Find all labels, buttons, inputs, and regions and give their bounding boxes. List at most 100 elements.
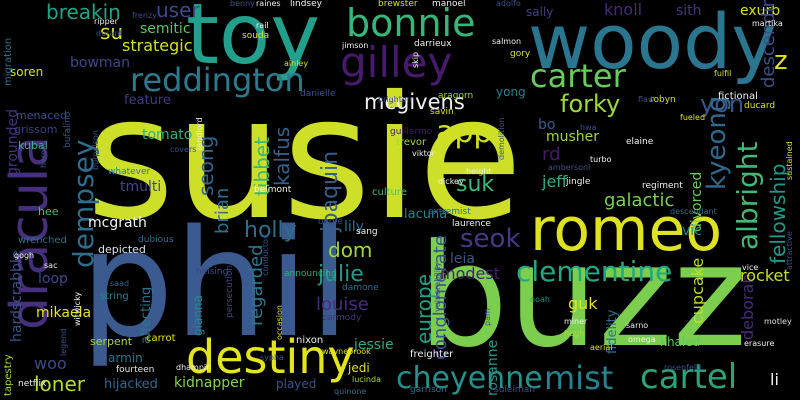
cloud-word: danielle bbox=[300, 89, 336, 99]
cloud-word: heroin bbox=[39, 142, 48, 168]
cloud-word: app bbox=[436, 115, 493, 150]
cloud-word: grissom bbox=[14, 123, 58, 136]
cloud-word: freighter bbox=[410, 349, 454, 360]
cloud-word: waynebrook bbox=[322, 347, 371, 356]
cloud-word: galactic bbox=[604, 190, 675, 211]
cloud-word: kyeong bbox=[702, 95, 732, 190]
cloud-word: gianna bbox=[191, 295, 205, 336]
cloud-word: fulfil bbox=[714, 69, 732, 78]
cloud-word: extremist bbox=[428, 207, 471, 217]
cloud-word: hardscrabble bbox=[9, 250, 25, 342]
cloud-word: sang bbox=[356, 227, 378, 237]
cloud-word: strategic bbox=[122, 36, 193, 55]
cloud-word: covers bbox=[170, 145, 197, 154]
cloud-word: reddington bbox=[130, 61, 305, 99]
cloud-word: miner bbox=[564, 317, 588, 326]
cloud-word: tmulti bbox=[120, 179, 162, 195]
cloud-word: gogh bbox=[14, 251, 35, 260]
cloud-word: ducard bbox=[744, 101, 776, 111]
cloud-word: forky bbox=[560, 90, 621, 118]
cloud-word: bo bbox=[538, 117, 556, 133]
cloud-word: demolition bbox=[497, 117, 506, 160]
cloud-word: elaine bbox=[626, 137, 654, 147]
cloud-word: mcgivens bbox=[364, 90, 465, 114]
cloud-word: bufalino bbox=[63, 111, 73, 148]
cloud-word: bowman bbox=[70, 55, 130, 71]
cloud-word: height bbox=[466, 167, 492, 176]
cloud-word: toy bbox=[186, 0, 321, 83]
cloud-word: guk bbox=[568, 294, 598, 313]
cloud-word: carmody bbox=[322, 313, 362, 323]
cloud-word: leia bbox=[450, 251, 475, 267]
cloud-word: landlord bbox=[195, 117, 204, 150]
cloud-word: hugh bbox=[564, 329, 585, 338]
cloud-word: benny bbox=[230, 0, 255, 8]
cloud-word: semitic bbox=[140, 21, 191, 37]
cloud-word: mist bbox=[544, 359, 614, 397]
cloud-word: lucinda bbox=[352, 375, 381, 384]
cloud-word: exurb bbox=[740, 3, 781, 19]
cloud-word: vic bbox=[682, 223, 702, 239]
cloud-word: ripper bbox=[94, 17, 118, 26]
cloud-word: tomato bbox=[142, 127, 193, 143]
cloud-word: aerial bbox=[590, 343, 613, 352]
cloud-word: savin bbox=[430, 107, 454, 117]
cloud-word: menaced bbox=[16, 109, 67, 122]
cloud-word: sac bbox=[44, 261, 58, 270]
cloud-word: turbo bbox=[590, 155, 612, 164]
cloud-word: brewster bbox=[378, 0, 418, 9]
cloud-word: brighton bbox=[378, 95, 412, 104]
cloud-word: phil bbox=[80, 198, 350, 370]
cloud-word: albright bbox=[731, 141, 764, 251]
cloud-word: modest bbox=[440, 264, 500, 283]
cloud-word: motley bbox=[764, 317, 792, 326]
cloud-word: hee bbox=[38, 205, 59, 218]
cloud-word: suleiman bbox=[494, 385, 535, 395]
cloud-word: feature bbox=[124, 93, 171, 108]
cloud-word: gilley bbox=[340, 38, 453, 87]
cloud-word: fictional bbox=[718, 91, 758, 102]
cloud-word: witwicky bbox=[73, 291, 82, 326]
cloud-word: migration bbox=[3, 37, 14, 86]
cloud-word: dhampir bbox=[176, 363, 210, 372]
cloud-word: darrieux bbox=[414, 39, 452, 49]
cloud-word: lindsey bbox=[290, 0, 322, 9]
cloud-word: adolfo bbox=[496, 0, 521, 8]
cloud-word: jimson bbox=[342, 41, 369, 50]
cloud-word: persecution bbox=[225, 264, 235, 318]
cloud-word: vice bbox=[742, 263, 759, 272]
cloud-word: holly bbox=[244, 218, 297, 243]
cloud-word: fueled bbox=[680, 113, 706, 122]
cloud-word: kalfus bbox=[270, 126, 294, 186]
cloud-word: salmon bbox=[492, 37, 522, 46]
cloud-word: yon bbox=[700, 90, 745, 118]
cloud-word: ainley bbox=[284, 59, 309, 68]
cloud-word: descendant bbox=[670, 207, 717, 216]
cloud-word: rail bbox=[256, 21, 269, 30]
cloud-word: sally bbox=[526, 5, 554, 19]
cloud-word: sustained bbox=[785, 141, 794, 180]
cloud-word: viktor bbox=[412, 149, 435, 158]
cloud-word: carter bbox=[530, 57, 626, 95]
cloud-word: gory bbox=[510, 49, 531, 59]
cloud-word: romeo bbox=[530, 195, 723, 265]
cloud-word: cartel bbox=[640, 357, 738, 397]
cloud-word: string bbox=[100, 291, 129, 302]
cloud-word: seok bbox=[460, 224, 521, 254]
cloud-word: legend bbox=[59, 328, 68, 356]
cloud-word: saad bbox=[110, 279, 130, 288]
cloud-word: destiny bbox=[186, 330, 355, 384]
cloud-word: knoll bbox=[604, 0, 643, 19]
cloud-word: laurence bbox=[452, 219, 491, 229]
cloud-word: omega bbox=[628, 335, 656, 344]
cloud-word: z bbox=[774, 46, 788, 76]
cloud-word: depicted bbox=[98, 243, 146, 256]
cloud-word: garrison bbox=[410, 385, 447, 395]
cloud-word: robyn bbox=[650, 95, 676, 105]
cloud-word: buzz bbox=[418, 214, 748, 379]
cloud-word: sypha bbox=[260, 353, 284, 362]
cloud-word: clementine bbox=[516, 255, 673, 288]
cloud-word: skip bbox=[411, 51, 420, 68]
cloud-word: su bbox=[100, 20, 124, 44]
